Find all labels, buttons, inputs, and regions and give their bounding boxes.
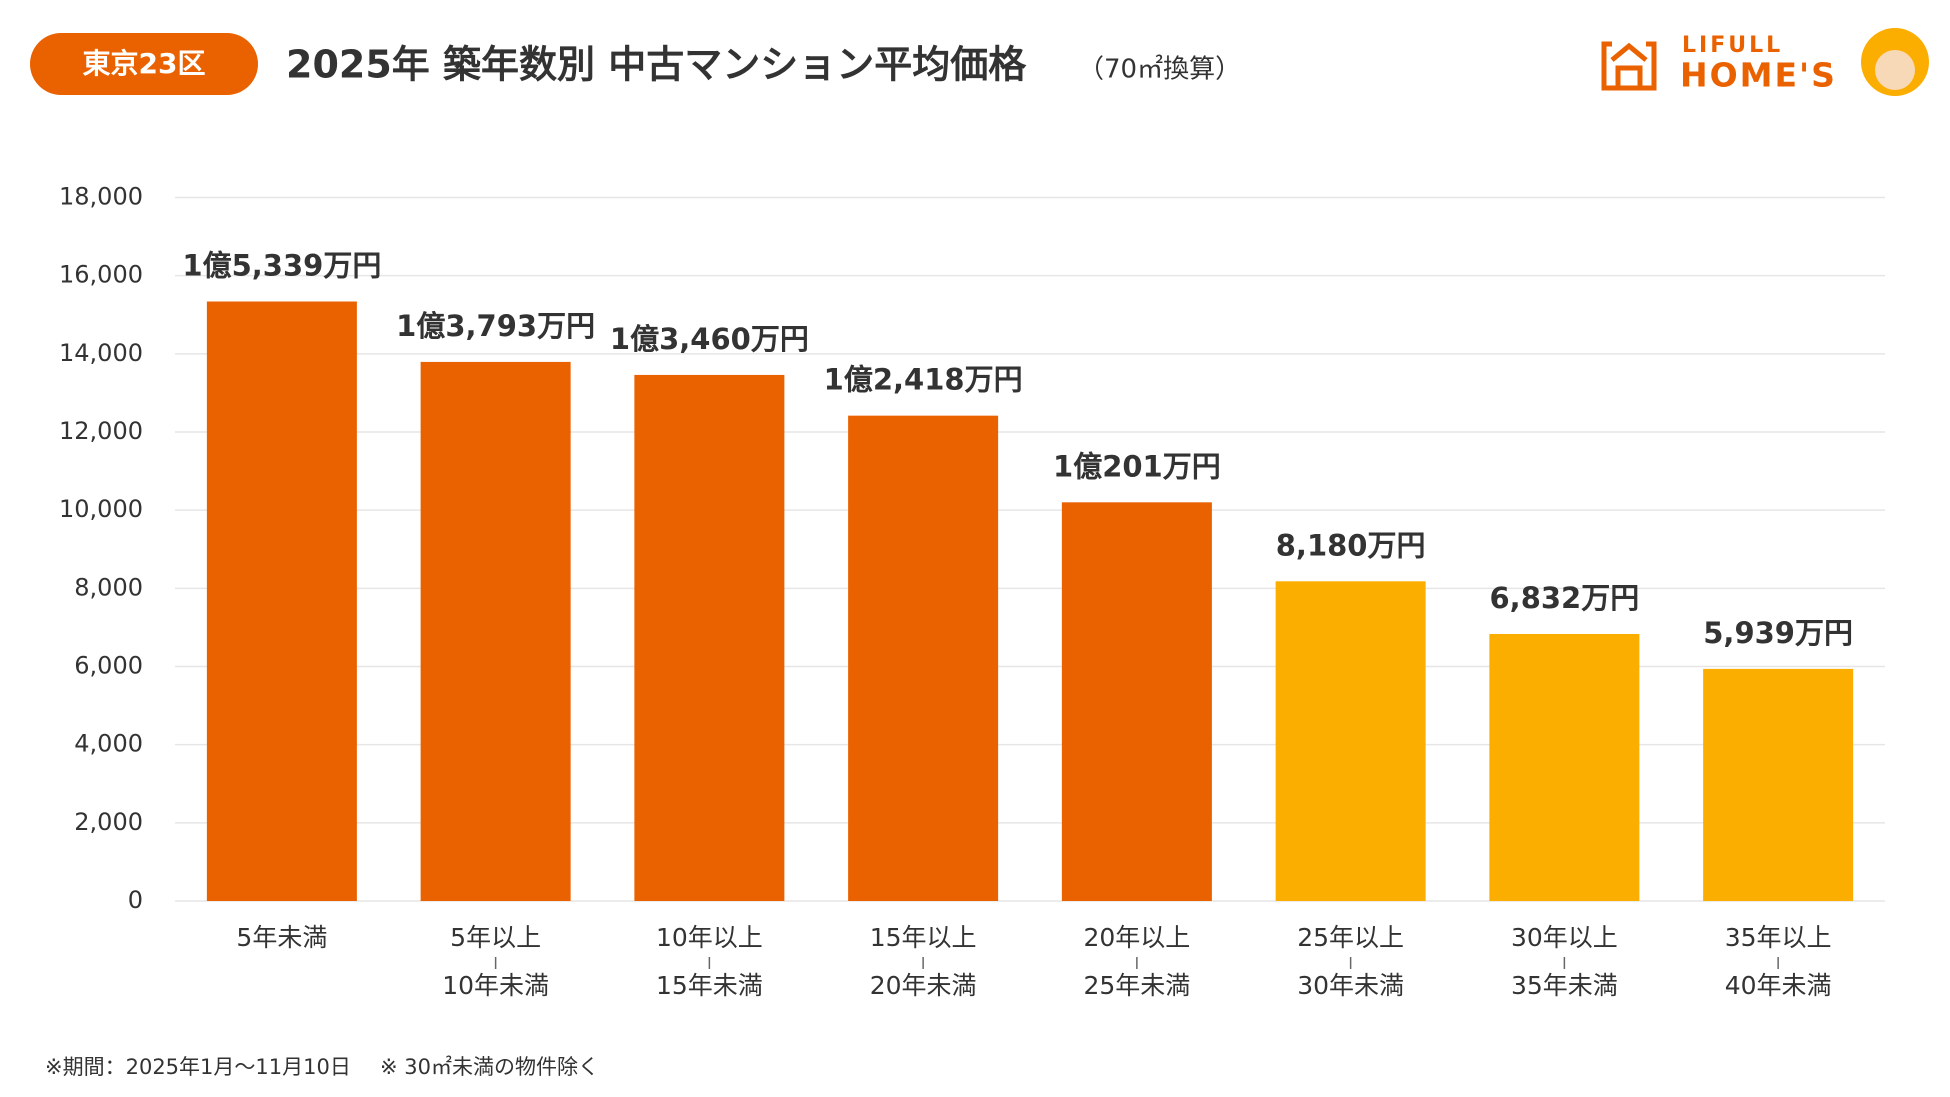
logo-top: LIFULL bbox=[1682, 33, 1783, 58]
x-tick-label: 5年未満 bbox=[236, 923, 327, 952]
data-label: 5,939万円 bbox=[1703, 616, 1853, 650]
data-label: 6,832万円 bbox=[1490, 581, 1640, 615]
y-tick-label: 8,000 bbox=[74, 573, 143, 601]
chart-title: 2025年 築年数別 中古マンション平均価格 bbox=[286, 43, 1027, 87]
chart-subtitle: （70㎡換算） bbox=[1078, 55, 1241, 85]
logo-bottom: HOME'S bbox=[1680, 56, 1837, 95]
x-tick-label: 10年未満 bbox=[442, 971, 549, 1000]
bar bbox=[206, 301, 357, 902]
bar bbox=[1275, 581, 1426, 901]
bar bbox=[634, 374, 785, 901]
y-tick-label: 2,000 bbox=[74, 808, 143, 836]
x-tick-label: 15年以上 bbox=[870, 923, 977, 952]
badge bbox=[30, 33, 258, 95]
badge-text: 東京23区 bbox=[83, 47, 206, 80]
data-label: 8,180万円 bbox=[1276, 528, 1426, 562]
bar bbox=[1061, 502, 1212, 901]
data-label: 1億2,418万円 bbox=[824, 363, 1023, 397]
footnote: ※期間：2025年1月〜11月10日 bbox=[45, 1055, 351, 1079]
x-tick-label: 35年未満 bbox=[1511, 971, 1618, 1000]
footnote: ※ 30㎡未満の物件除く bbox=[380, 1055, 599, 1079]
y-tick-label: 6,000 bbox=[74, 652, 143, 680]
x-tick-label: 25年以上 bbox=[1297, 923, 1404, 952]
x-tick-label: 20年以上 bbox=[1083, 923, 1190, 952]
y-tick-label: 18,000 bbox=[59, 183, 143, 211]
y-tick-label: 0 bbox=[128, 886, 143, 914]
x-tick-label: 10年以上 bbox=[656, 923, 763, 952]
y-tick-label: 12,000 bbox=[59, 417, 143, 445]
x-tick-label: 5年以上 bbox=[450, 923, 541, 952]
logo-icon bbox=[1601, 41, 1657, 91]
x-tick-label: 30年以上 bbox=[1511, 923, 1618, 952]
y-tick-label: 16,000 bbox=[59, 261, 143, 289]
x-tick-label: 35年以上 bbox=[1725, 923, 1832, 952]
bar bbox=[420, 361, 571, 901]
y-tick-label: 14,000 bbox=[59, 339, 143, 367]
x-tick-label: 15年未満 bbox=[656, 971, 763, 1000]
x-tick-label: 20年未満 bbox=[870, 971, 977, 1000]
data-label: 1億3,793万円 bbox=[396, 309, 595, 343]
x-tick-label: 40年未満 bbox=[1725, 971, 1832, 1000]
bar bbox=[1703, 668, 1854, 901]
data-label: 1億201万円 bbox=[1053, 449, 1221, 483]
x-tick-label: 30年未満 bbox=[1297, 971, 1404, 1000]
bar bbox=[1489, 633, 1640, 901]
data-label: 1億5,339万円 bbox=[182, 249, 381, 283]
data-label: 1億3,460万円 bbox=[610, 322, 809, 356]
y-tick-label: 4,000 bbox=[74, 730, 143, 758]
logo: LIFULL HOME'S bbox=[1601, 28, 1929, 96]
logo-mascot-face bbox=[1875, 50, 1915, 90]
y-tick-label: 10,000 bbox=[59, 495, 143, 523]
bar bbox=[848, 415, 999, 901]
x-tick-label: 25年未満 bbox=[1083, 971, 1190, 1000]
